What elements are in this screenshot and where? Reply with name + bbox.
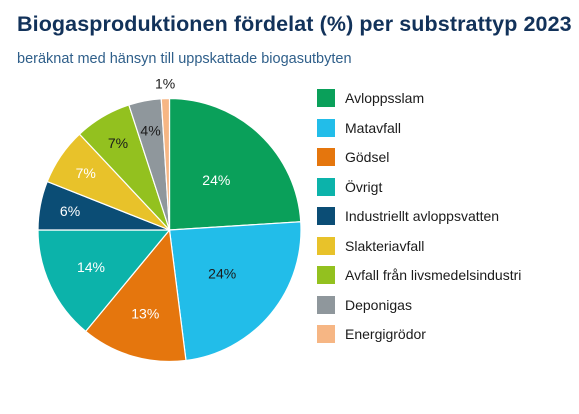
legend-label: Avloppsslam: [345, 90, 425, 106]
legend-swatch: [317, 148, 335, 166]
data-label-industriellt-avloppsvatten: 6%: [60, 203, 80, 219]
data-label-slakteriavfall: 7%: [76, 165, 96, 181]
pie-slice-godsel: [84, 228, 187, 363]
legend-swatch: [317, 118, 335, 137]
data-label-avloppsslam: 24%: [202, 172, 230, 188]
legend-swatch: [317, 89, 335, 107]
pie-slice-ovrigt: [37, 229, 171, 333]
data-label-deponigas: 4%: [140, 123, 160, 139]
pie-slice-avloppsslam: [168, 97, 302, 231]
data-label-avfall-fran-livsmedelsindustri: 7%: [108, 135, 128, 151]
legend-swatch: [317, 266, 335, 284]
legend-swatch: [317, 177, 335, 196]
chart-subtitle: beräknat med hänsyn till uppskattade bio…: [17, 51, 352, 67]
chart-title: Biogasproduktionen fördelat (%) per subs…: [17, 12, 572, 36]
legend-label: Gödsel: [345, 149, 390, 165]
legend-label: Industriellt avloppsvatten: [345, 208, 500, 224]
data-label-matavfall: 24%: [208, 266, 236, 282]
legend-label: Deponigas: [345, 296, 412, 313]
data-label-ovrigt: 14%: [77, 259, 105, 275]
legend-label: Energigrödor: [345, 326, 426, 342]
legend-label: Övrigt: [345, 178, 383, 195]
legend-label: Slakteriavfall: [345, 237, 425, 254]
legend-label: Avfall från livsmedelsindustri: [345, 267, 522, 283]
legend-swatch: [317, 295, 335, 314]
pie-slice-matavfall: [168, 221, 302, 362]
legend-label: Matavfall: [345, 119, 402, 136]
legend-swatch: [317, 325, 335, 343]
data-label-energigrodor: 1%: [155, 76, 175, 92]
data-label-godsel: 13%: [131, 305, 159, 321]
legend-swatch: [317, 207, 335, 225]
legend-swatch: [317, 236, 335, 255]
pie-slice-energigrodor: [160, 97, 171, 231]
